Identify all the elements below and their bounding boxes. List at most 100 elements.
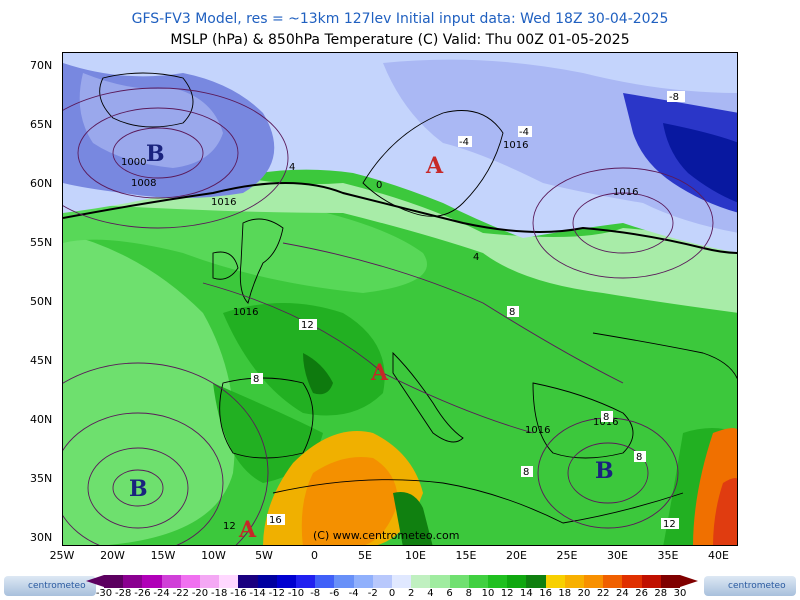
- isobar-iceland-1: [112, 127, 204, 179]
- temp-label: 8: [509, 307, 515, 318]
- lon-label: 20W: [100, 549, 125, 562]
- temp-label-bg: [507, 306, 519, 317]
- colorbar-label: 26: [635, 588, 648, 599]
- lon-label: 15W: [150, 549, 176, 562]
- pressure-centers: B B B A A A: [129, 141, 614, 543]
- colorbar-cell: [526, 575, 546, 588]
- colorbar-cell: [468, 575, 488, 588]
- colorbar-cell: [353, 575, 373, 588]
- lon-label: 25W: [49, 549, 75, 562]
- temp-band-levant-hot: [713, 478, 737, 545]
- lon-label: 35E: [657, 549, 679, 562]
- lat-label: 35N: [30, 472, 53, 485]
- colorbar-label: 28: [654, 588, 668, 599]
- colorbar-label: -16: [230, 588, 247, 599]
- isobar-turkey-1: [567, 442, 649, 504]
- colorbar-label: 18: [558, 588, 572, 599]
- colorbar-label: -10: [287, 588, 305, 599]
- logo-right: centrometeo: [704, 576, 796, 596]
- colorbar-cell: [641, 575, 661, 588]
- colorbar-cell: [622, 575, 642, 588]
- colorbar-cell: [238, 575, 258, 588]
- lat-label: 60N: [30, 177, 53, 190]
- colorbar-label: -4: [348, 588, 359, 599]
- colorbar-label: -28: [115, 588, 132, 599]
- lat-label: 45N: [30, 354, 53, 367]
- lon-label: 10E: [405, 549, 426, 562]
- colorbar-label: -8: [310, 588, 321, 599]
- lon-label: 30E: [607, 549, 628, 562]
- temp-band-cool: [63, 113, 737, 313]
- temp-label: 8: [603, 412, 609, 423]
- colorbar-label: -18: [211, 588, 228, 599]
- colorbar-cell: [123, 575, 143, 588]
- coast-scandinavia: [362, 110, 504, 217]
- coast-iceland: [99, 72, 194, 128]
- lon-label: 5W: [255, 549, 273, 562]
- colorbar-cell: [315, 575, 335, 588]
- colorbar-cell: [200, 575, 220, 588]
- field-title: MSLP (hPa) & 850hPa Temperature (C) Vali…: [170, 32, 630, 48]
- lat-label: 40N: [30, 413, 53, 426]
- temp-label-bg: [458, 136, 472, 147]
- logo-left-text: centrometeo: [28, 581, 86, 591]
- colorbar-label: -24: [153, 588, 170, 599]
- temp-band-central-france: [303, 353, 333, 395]
- colorbar-cell: [430, 575, 450, 588]
- colorbar-cell: [276, 575, 296, 588]
- colorbar-label: -26: [134, 588, 151, 599]
- colorbar-cell: [449, 575, 469, 588]
- colorbar-cell: [104, 575, 124, 588]
- coastlines: [99, 72, 737, 524]
- colorbar-label: 8: [465, 588, 472, 599]
- isobar-label: 1000: [121, 157, 146, 168]
- isobar-iceland-3: [63, 87, 289, 229]
- isobar-label: 1016: [211, 197, 236, 208]
- temp-band-tunisia: [393, 492, 433, 545]
- colorbar-label: 20: [577, 588, 591, 599]
- low-pressure-center: B: [595, 458, 614, 484]
- temp-band-russia-coldest: [663, 123, 737, 203]
- lon-label: 0: [311, 549, 318, 562]
- isobar-label: 1016: [613, 187, 638, 198]
- colorbar-cell: [584, 575, 604, 588]
- temp-label: 12: [663, 519, 676, 530]
- colorbar-label: -20: [191, 588, 209, 599]
- temp-label: 12: [301, 320, 314, 331]
- colorbar-cell: [411, 575, 431, 588]
- temp-label: -4: [519, 127, 529, 138]
- isobar-label: 1008: [131, 178, 156, 189]
- coast-balkans-turkey: [532, 382, 634, 459]
- colorbar-label: 12: [500, 588, 514, 599]
- map-canvas: 1000 1008 1016 1016 1016 1016 1016 1016 …: [63, 53, 737, 545]
- colorbar-cell: [296, 575, 316, 588]
- temp-label: 4: [289, 162, 295, 173]
- lat-label: 50N: [30, 295, 53, 308]
- lat-label: 30N: [30, 531, 53, 544]
- colorbar-label: 10: [481, 588, 495, 599]
- colorbar-cell: [142, 575, 162, 588]
- high-pressure-center: A: [238, 517, 257, 543]
- temp-label-bg: [667, 91, 685, 102]
- temp-label: 16: [269, 515, 282, 526]
- colorbar-arrow-right: [680, 575, 698, 587]
- temp-label-bg: [267, 514, 285, 525]
- temp-label-bg: [299, 319, 317, 330]
- lon-label: 5E: [358, 549, 372, 562]
- isobar-label: 1016: [593, 417, 618, 428]
- colorbar-label: 16: [539, 588, 552, 599]
- isobar-label: 1016: [233, 307, 258, 318]
- colorbar-label: 0: [388, 588, 396, 599]
- isobar-label: 1016: [503, 140, 528, 151]
- colorbar-label: 6: [446, 588, 453, 599]
- temp-label: -8: [669, 92, 679, 103]
- lon-label: 10W: [201, 549, 226, 562]
- temp-band-ocean-sw: [63, 233, 235, 545]
- colorbar-label: 4: [427, 588, 434, 599]
- isobar-azores-4: [63, 362, 269, 545]
- colorbar-label: -14: [249, 588, 266, 599]
- temp-label-bg: [661, 518, 679, 529]
- temp-label: 4: [473, 252, 479, 263]
- colorbar-cell: [257, 575, 277, 588]
- colorbar-label: 14: [520, 588, 533, 599]
